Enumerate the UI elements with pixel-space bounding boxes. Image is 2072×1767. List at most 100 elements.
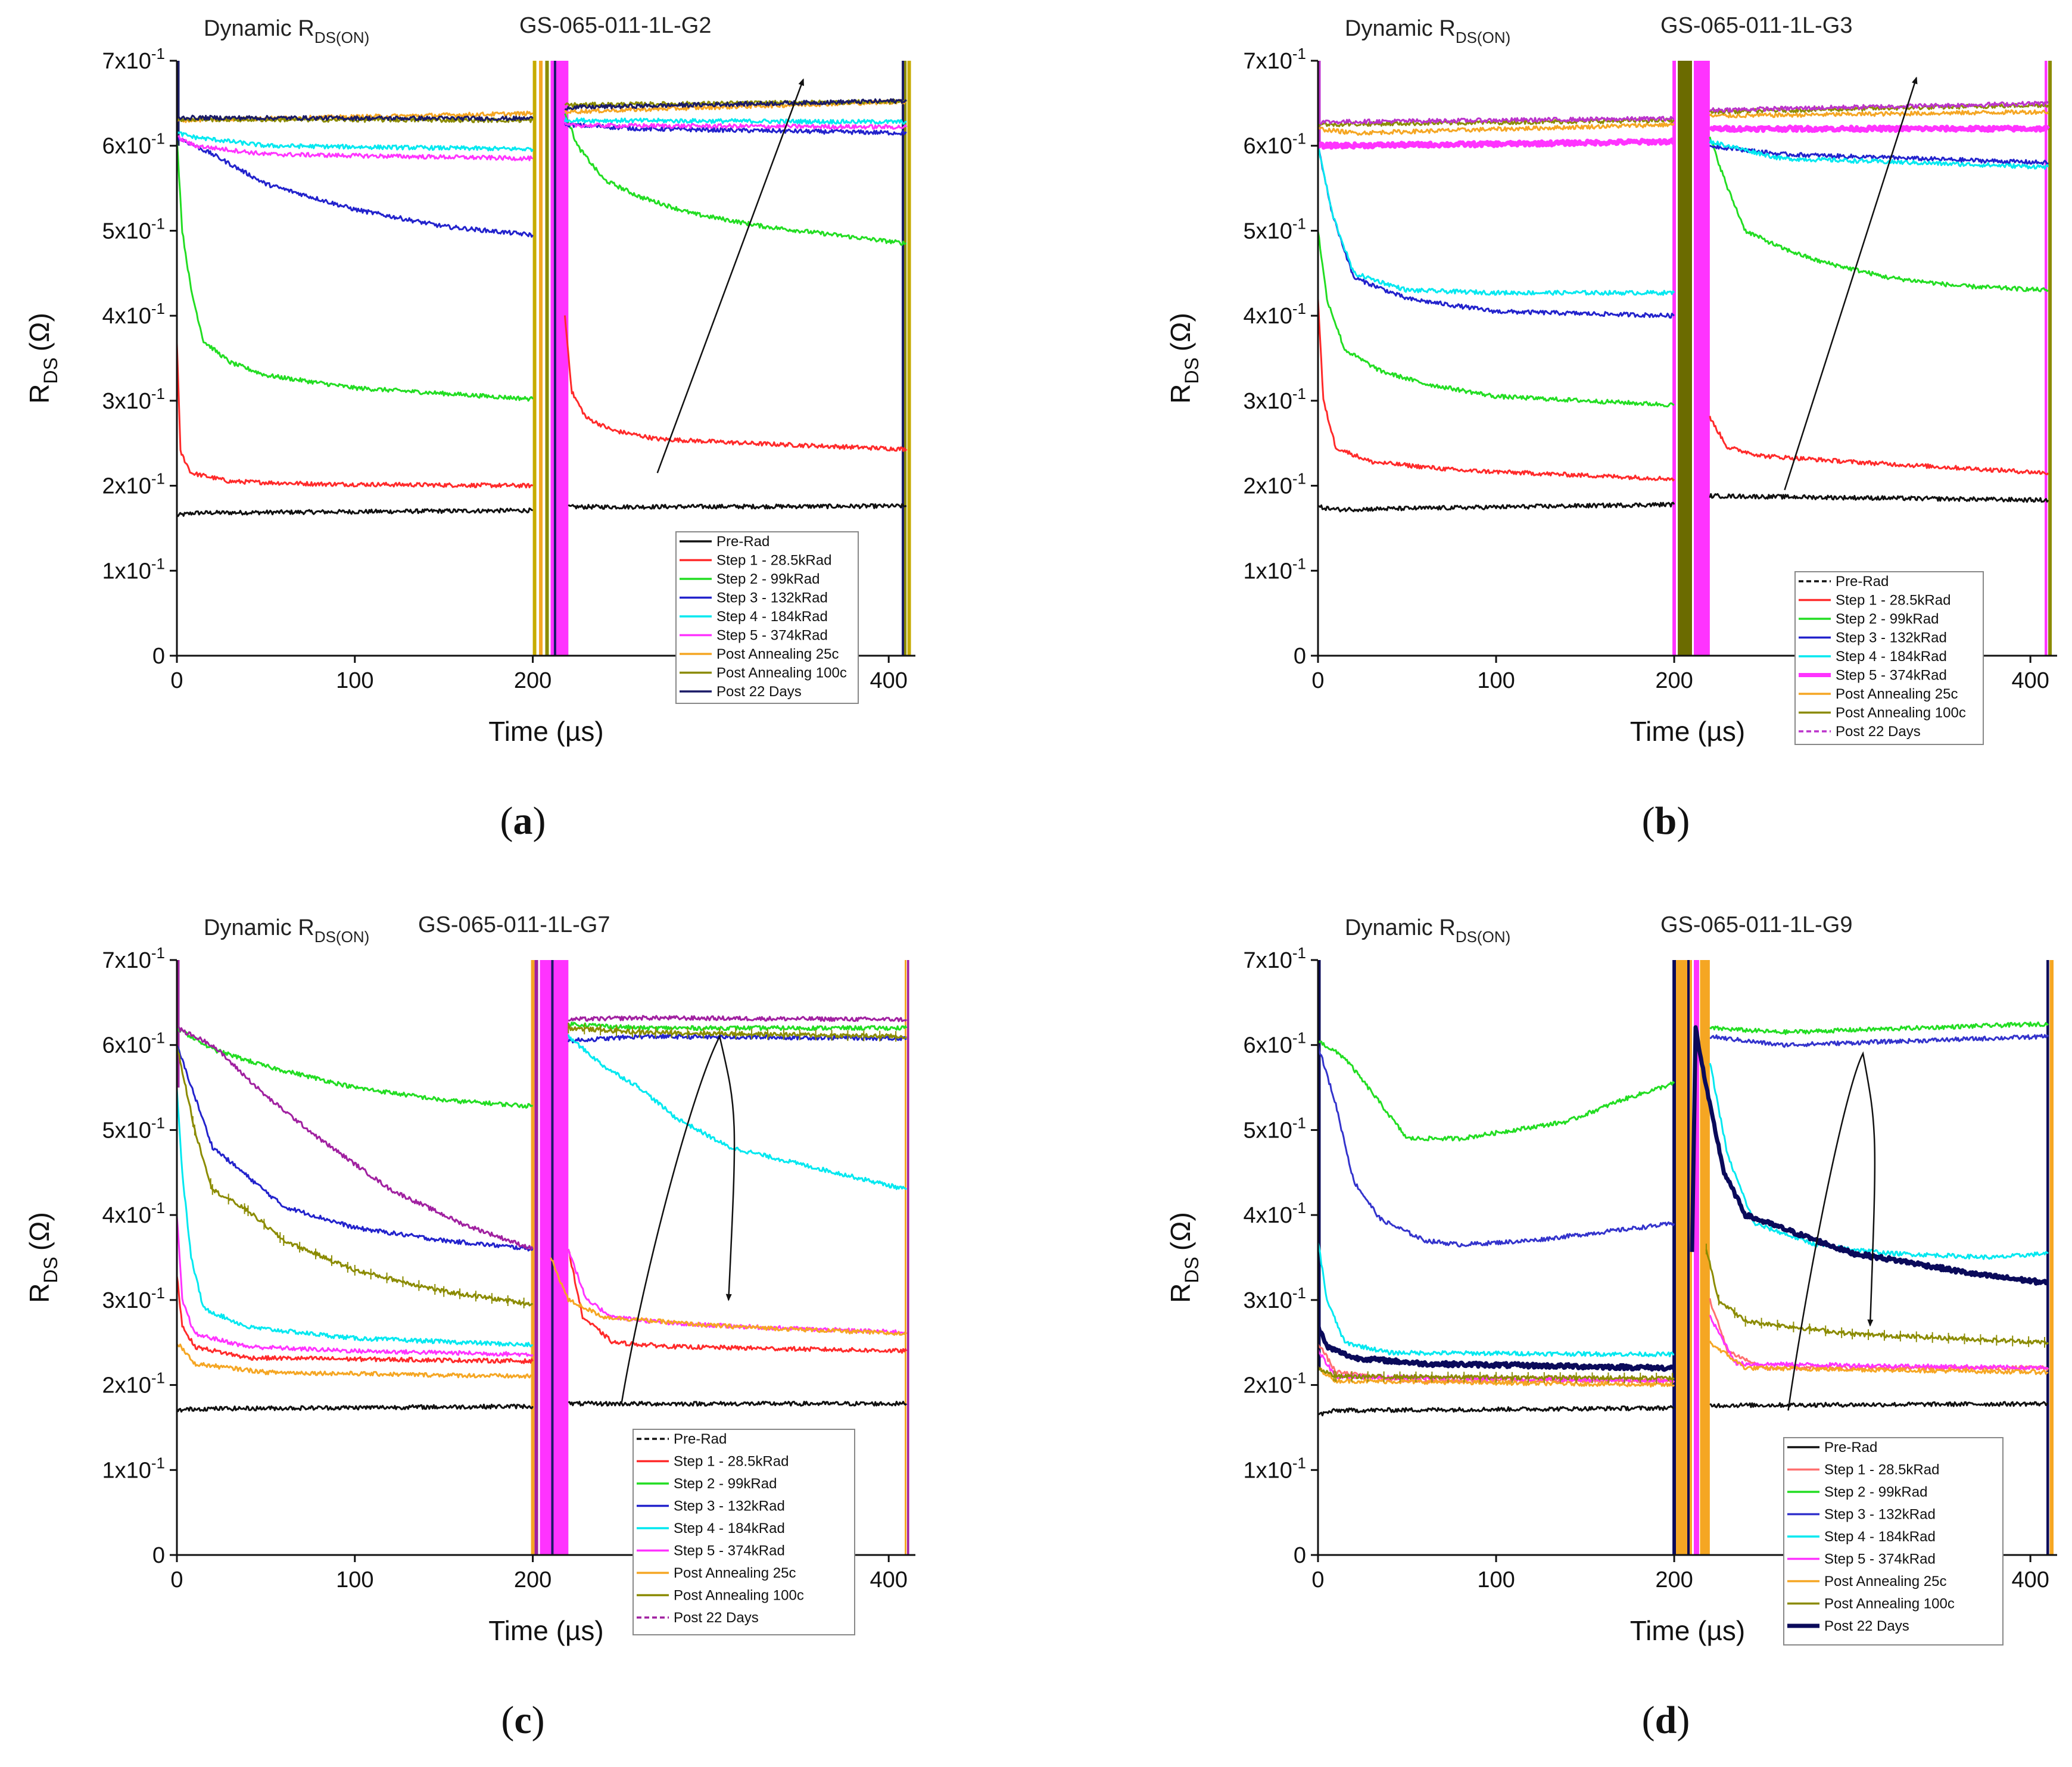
series-8 <box>1318 1025 2049 1372</box>
transition-band <box>540 960 569 1555</box>
transition-band <box>2045 61 2048 656</box>
trend-arrow <box>1787 1051 1876 1411</box>
legend-label: Step 1 - 28.5kRad <box>716 553 831 569</box>
series-line <box>177 342 534 489</box>
series-line <box>177 136 534 238</box>
x-axis-label: Time (µs) <box>1630 1615 1745 1646</box>
y-tick-label: 6x10-1 <box>102 130 165 159</box>
transition-band <box>531 960 535 1555</box>
y-tick-label: 7x10-1 <box>102 944 165 973</box>
series-0 <box>1318 1401 2049 1417</box>
series-line <box>177 135 534 161</box>
x-tick-label: 100 <box>1477 668 1515 693</box>
series-0 <box>177 1400 908 1413</box>
y-tick-label: 4x10-1 <box>102 300 165 329</box>
series-line <box>1709 144 2049 166</box>
y-tick-label: 3x10-1 <box>1243 385 1306 414</box>
legend: Pre-Rad Step 1 - 28.5kRad Step 2 - 99kRad S… <box>1794 571 1984 745</box>
x-tick-label: 200 <box>514 668 552 693</box>
legend-label: Post Annealing 25c <box>1836 686 1958 702</box>
series-8 <box>177 98 907 121</box>
series-line <box>1690 1025 2049 1286</box>
x-axis-label: Time (µs) <box>488 1615 603 1646</box>
y-tick-label: 0 <box>1294 1543 1306 1568</box>
series-line <box>177 1026 534 1251</box>
y-tick-label: 2x10-1 <box>1243 470 1306 499</box>
series-line <box>1709 1401 2049 1408</box>
series-4 <box>1318 1062 2049 1358</box>
y-tick-label: 0 <box>152 644 165 669</box>
legend-label: Step 4 - 184kRad <box>716 609 828 625</box>
series-line <box>1709 109 2049 119</box>
series-7 <box>177 1023 908 1308</box>
legend-label: Step 5 - 374kRad <box>1836 668 1947 684</box>
series-line <box>1318 1366 1675 1388</box>
legend-label: Post Annealing 100c <box>716 665 847 681</box>
legend-box <box>1783 1437 2004 1646</box>
x-tick-label: 200 <box>1655 668 1693 693</box>
transition-band <box>1672 960 1677 1555</box>
series-line <box>567 1249 908 1354</box>
transition-band <box>1693 960 1699 1555</box>
series-1 <box>177 1249 908 1364</box>
series-line <box>1318 501 1675 513</box>
legend-label: Step 1 - 28.5kRad <box>674 1454 789 1470</box>
series-6 <box>1318 109 2049 136</box>
legend-label: Pre-Rad <box>716 534 769 550</box>
y-tick-label: 2x10-1 <box>102 1369 165 1398</box>
series-line <box>1709 139 2049 170</box>
x-tick-label: 400 <box>870 668 907 693</box>
transition-band <box>905 960 907 1555</box>
legend: Pre-Rad Step 1 - 28.5kRad Step 2 - 99kRad S… <box>675 531 859 704</box>
series-2 <box>1318 136 2049 408</box>
legend-label: Pre-Rad <box>1824 1439 1877 1456</box>
y-tick-label: 2x10-1 <box>102 470 165 499</box>
series-line <box>177 1216 534 1357</box>
y-tick-label: 3x10-1 <box>102 385 165 414</box>
x-axis-label: Time (µs) <box>1630 716 1745 747</box>
panel-caption: (b) <box>1642 799 1690 843</box>
y-tick-label: 7x10-1 <box>102 45 165 74</box>
series-line <box>177 131 534 152</box>
transition-band <box>906 960 909 1555</box>
series-line <box>1708 124 2050 133</box>
legend-label: Step 2 - 99kRad <box>674 1476 777 1492</box>
trend-arrow <box>1784 76 1918 491</box>
legend-label: Post Annealing 25c <box>674 1565 796 1581</box>
transition-band <box>907 61 911 656</box>
series-2 <box>1318 1021 2049 1142</box>
series-1 <box>1318 298 2049 482</box>
transition-band <box>550 61 569 656</box>
series-line <box>1318 145 1675 296</box>
series-line <box>1709 1021 2049 1035</box>
y-axis-label: RDS(Ω) <box>1165 313 1202 404</box>
series-line <box>1318 1039 1675 1142</box>
series-2 <box>177 1021 908 1109</box>
series-line <box>1318 145 1675 319</box>
chart-title: Dynamic RDS(ON) <box>1345 915 1510 946</box>
transition-band <box>1700 960 1710 1555</box>
transition-band <box>1693 61 1710 656</box>
series-line <box>177 1045 534 1252</box>
series-line <box>1709 493 2049 503</box>
transition-band <box>2046 960 2049 1555</box>
plot-area <box>1318 960 2054 1555</box>
y-tick-label: 7x10-1 <box>1243 45 1306 74</box>
series-line <box>1318 231 1675 408</box>
legend-label: Post 22 Days <box>716 684 802 700</box>
series-4 <box>177 117 907 152</box>
legend-label: Step 4 - 184kRad <box>1824 1529 1936 1545</box>
series-line <box>1709 416 2049 476</box>
series-8 <box>177 1015 908 1251</box>
series-line <box>1318 1043 1675 1248</box>
series-3 <box>1318 144 2049 319</box>
x-tick-label: 0 <box>170 668 183 693</box>
x-tick-label: 200 <box>514 1567 552 1593</box>
y-tick-label: 5x10-1 <box>1243 1114 1306 1143</box>
x-tick-label: 100 <box>1477 1567 1515 1593</box>
legend-label: Step 3 - 132kRad <box>716 590 828 606</box>
series-line <box>567 1248 907 1335</box>
series-line <box>1318 116 1675 125</box>
legend-label: Post 22 Days <box>674 1610 759 1626</box>
series-4 <box>177 1034 908 1348</box>
